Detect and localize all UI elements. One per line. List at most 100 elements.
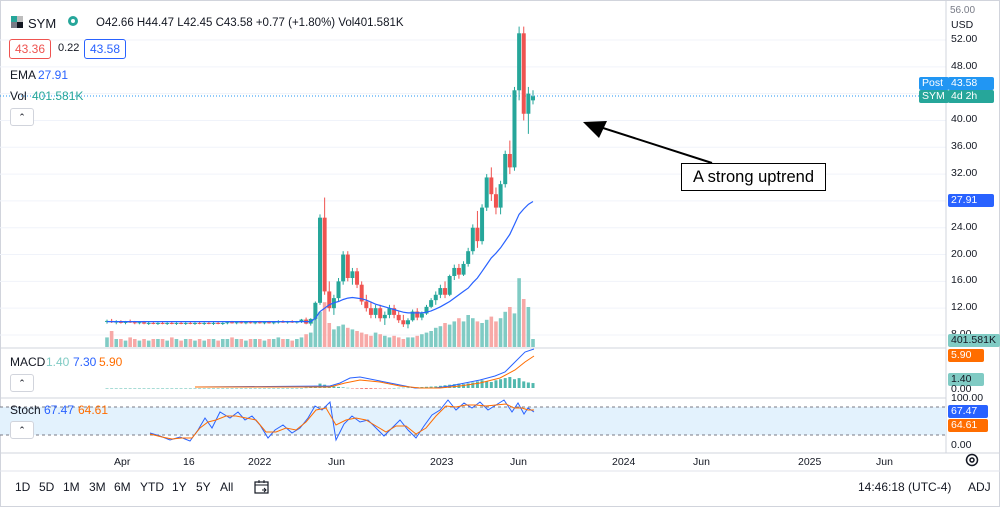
volume-bar [230,337,234,347]
macd-hist-bar [184,388,188,389]
candle-body [197,322,202,324]
range-1d-button[interactable]: 1D [15,480,31,494]
sell-price-box[interactable]: 43.36 [9,39,52,59]
volume-bar [170,337,174,347]
annotation-label[interactable]: A strong uptrend [681,163,826,191]
macd-hist-bar [378,388,382,389]
price-axis-tick-top: 56.00 [950,5,976,16]
macd-hist-bar [193,388,197,389]
candle-body [466,251,471,264]
candle-body [132,322,137,324]
range-all-button[interactable]: All [220,480,234,494]
volume-bar [433,327,438,347]
volume-bar [512,313,517,347]
stoch-k-value: 67.47 [44,403,75,417]
macd-hist-bar [198,388,202,389]
macd-hist-bar [267,388,271,389]
candle-body [146,322,151,324]
candle-body [415,311,420,318]
macd-hist-bar [406,387,410,389]
price-axis-tick: 12.00 [951,301,978,314]
candle-body [183,322,188,324]
volume-bar [281,339,285,347]
volume-bar [225,339,230,347]
candle-body [470,227,475,252]
macd-hist-bar [526,382,530,388]
range-5d-button[interactable]: 5D [39,480,55,494]
macd-hist-bar [309,387,313,388]
macd-hist-bar [147,388,151,389]
stoch-label[interactable]: Stoch [10,403,41,417]
volume-bar [160,339,165,347]
candle-body [526,93,531,114]
macd-hist-bar [225,388,229,389]
candle-body [521,33,526,114]
adj-toggle[interactable]: ADJ [968,480,991,494]
candle-body [355,271,360,285]
settings-gear-icon[interactable] [964,452,980,468]
macd-hist-bar [346,387,350,389]
collapse-main-legend-button[interactable]: ⌃ [10,108,34,126]
macd-label[interactable]: MACD [10,355,46,369]
macd-hist-bar [128,388,132,389]
macd-hist-bar [221,388,225,389]
volume-bar [475,321,480,347]
stoch-d-value: 64.61 [78,403,109,417]
macd-hist-bar [295,388,299,389]
candle-body [456,267,461,275]
macd-hist-bar [212,388,215,389]
annotation-arrow[interactable] [599,126,713,164]
volume-bar [258,339,262,347]
candle-body [507,153,512,168]
volume-bar [484,319,489,347]
candle-body [299,319,304,322]
macd-hist-bar [253,388,257,389]
macd-hist-bar [471,382,475,388]
macd-hist-bar [133,388,137,389]
compare-icon[interactable] [66,14,80,28]
candle-body [174,322,179,324]
buy-price-box[interactable]: 43.58 [84,39,127,59]
price-axis-tick: 32.00 [951,167,978,180]
candle-body [503,153,508,185]
date-range-calendar-icon[interactable] [253,478,271,496]
macd-hist-bar [462,384,466,388]
candle-body [359,284,364,302]
macd-hist-bar [124,388,128,389]
price-axis-tick: 16.00 [951,274,978,287]
symbol-name[interactable]: SYM [28,16,57,31]
candle-body [211,322,216,324]
range-5y-button[interactable]: 5Y [196,480,211,494]
range-3m-button[interactable]: 3M [89,480,106,494]
volume-bar [285,339,290,347]
spread-value: 0.22 [58,42,80,54]
stoch-k-tag: 67.47 [948,405,988,418]
volume-bar [146,340,151,347]
vol-label[interactable]: Vol [10,89,27,103]
candle-body [480,207,485,242]
candle-body [142,322,147,324]
volume-bar [193,340,197,347]
macd-hist-bar [174,388,178,389]
candle-body [155,322,160,324]
volume-bar [216,340,220,347]
candle-body [493,194,498,208]
volume-bar [165,340,169,347]
clock-timezone[interactable]: 14:46:18 (UTC-4) [858,480,952,494]
candle-body [262,322,267,324]
ema-label[interactable]: EMA [10,68,37,82]
time-axis-label: Jun [510,456,527,468]
range-ytd-button[interactable]: YTD [140,480,164,494]
volume-bar [295,339,299,347]
volume-bar [262,340,267,347]
range-1y-button[interactable]: 1Y [172,480,187,494]
collapse-macd-legend-button[interactable]: ⌃ [10,374,34,392]
range-6m-button[interactable]: 6M [114,480,131,494]
range-1m-button[interactable]: 1M [63,480,80,494]
candle-body [216,322,221,324]
candle-body [373,308,378,315]
collapse-stoch-legend-button[interactable]: ⌃ [10,421,34,439]
currency-label[interactable]: USD [951,19,974,31]
macd-hist-bar [531,383,535,388]
